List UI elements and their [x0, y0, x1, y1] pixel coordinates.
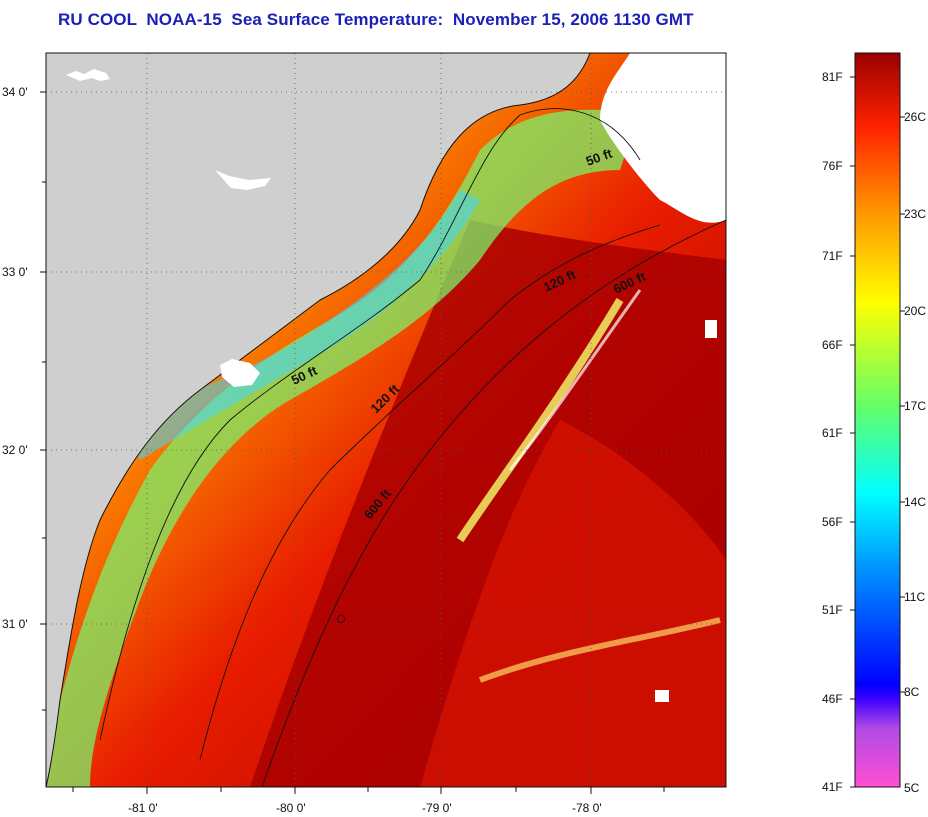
cool-filament — [478, 617, 721, 683]
warm-eddy-region — [420, 420, 726, 787]
colorbar-f-label: 66F — [822, 338, 843, 352]
colorbar-c-label: 17C — [904, 399, 926, 413]
lon-label: -79 0' — [422, 801, 452, 815]
map-title: RU COOL NOAA-15 Sea Surface Temperature:… — [58, 10, 694, 29]
no-data-patch — [66, 69, 110, 81]
contour-600ft — [261, 219, 726, 787]
map-frame — [45, 52, 727, 788]
colorbar-f-label: 81F — [822, 70, 843, 84]
contour-120ft — [199, 224, 661, 761]
colorbar-f-label: 76F — [822, 159, 843, 173]
colorbar-f-label: 61F — [822, 426, 843, 440]
colorbar-c-label: 5C — [904, 781, 920, 795]
sst-map — [46, 53, 726, 787]
contour-50ft — [99, 108, 641, 741]
temperature-colorbar — [855, 53, 900, 787]
lon-label: -80 0' — [276, 801, 306, 815]
cool-filament — [508, 289, 642, 471]
coastline — [46, 53, 591, 787]
colorbar-c-label: 20C — [904, 304, 926, 318]
no-data-patch — [655, 690, 669, 702]
lon-label: -78 0' — [572, 801, 602, 815]
colorbar-f-label: 41F — [822, 780, 843, 794]
colorbar-f-label: 51F — [822, 603, 843, 617]
colorbar-ticks — [850, 76, 905, 788]
colorbar-f-label: 71F — [822, 249, 843, 263]
lat-label: 32 0' — [2, 443, 28, 457]
map-graticule — [46, 53, 726, 787]
no-data-patch — [215, 170, 271, 190]
no-data-patch — [705, 320, 717, 338]
map-axis-ticks — [40, 91, 665, 794]
colorbar-c-label: 11C — [904, 590, 925, 604]
colorbar-f-label: 46F — [822, 692, 843, 706]
colorbar-c-label: 26C — [904, 110, 926, 124]
coastal-cold-patch — [120, 190, 480, 460]
lat-label: 34 0' — [2, 85, 28, 99]
lon-label: -81 0' — [128, 801, 158, 815]
station-marker — [337, 615, 345, 623]
lat-label: 31 0' — [2, 617, 28, 631]
colorbar-frame — [854, 52, 901, 788]
no-data-area — [600, 53, 726, 223]
no-data-patch — [220, 359, 260, 387]
colorbar-c-label: 14C — [904, 495, 926, 509]
land-mass — [46, 53, 590, 787]
lat-label: 33 0' — [2, 265, 28, 279]
colorbar-c-label: 8C — [904, 685, 920, 699]
cool-filament — [456, 297, 624, 543]
colorbar-c-label: 23C — [904, 207, 926, 221]
colorbar-f-label: 56F — [822, 515, 843, 529]
